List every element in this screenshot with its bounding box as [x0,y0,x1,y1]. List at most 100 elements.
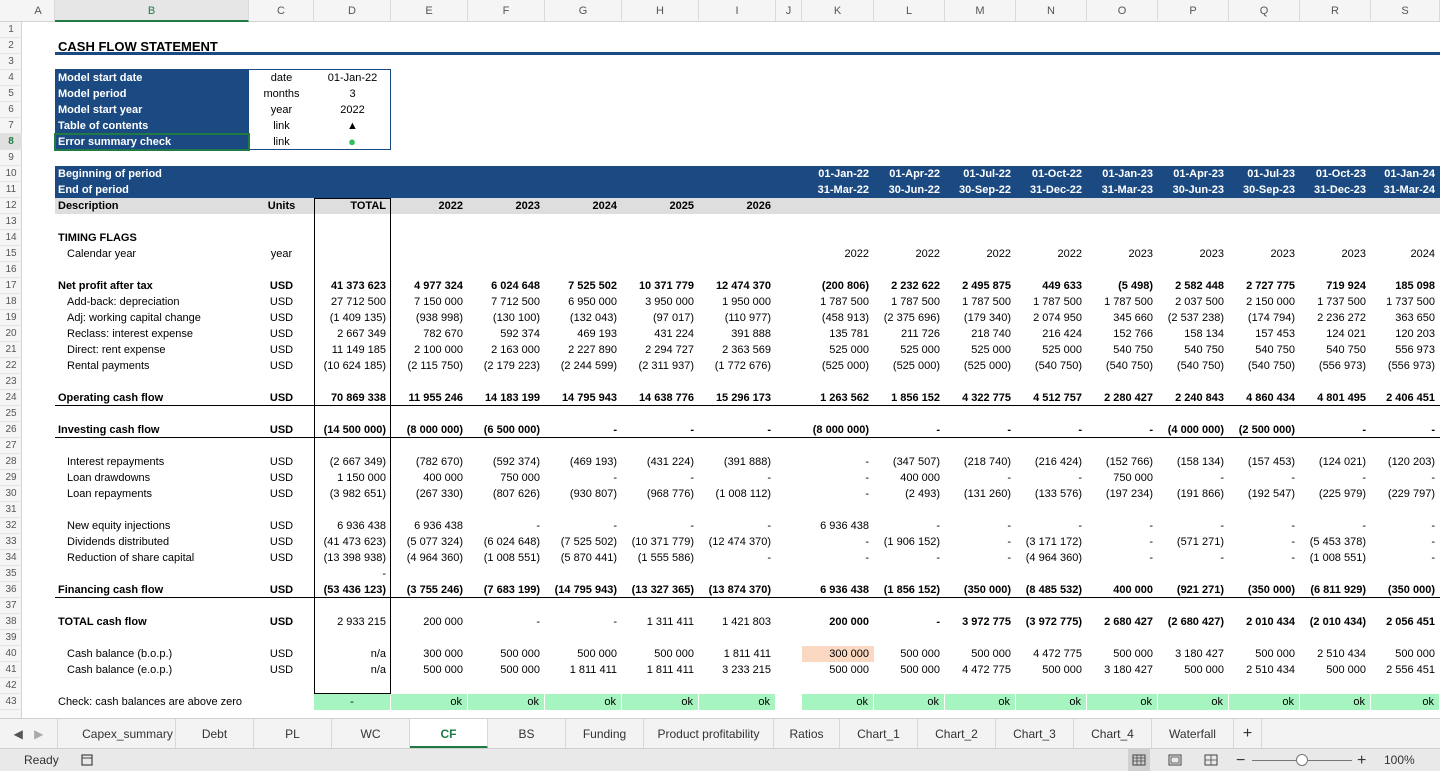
cell-g28[interactable]: (469 193) [569,456,617,468]
cell-p24[interactable]: 2 240 843 [1175,392,1224,404]
cell-q22[interactable]: (540 750) [1247,360,1295,372]
row-header-21[interactable]: 21 [0,342,22,358]
cell-p17[interactable]: 2 582 448 [1175,280,1224,292]
cell-q33[interactable]: - [1291,536,1295,548]
sheet-tab-chart-2[interactable]: Chart_2 [918,719,996,749]
row-header-36[interactable]: 36 [0,582,22,598]
cell-q24[interactable]: 4 860 434 [1246,392,1295,404]
cell-d5[interactable]: 3 [349,88,356,100]
cell-d12[interactable]: TOTAL [350,200,386,212]
cell-s10[interactable]: 01-Jan-24 [1384,168,1435,180]
cell-g17[interactable]: 7 525 502 [568,280,617,292]
cell-f26[interactable]: (6 500 000) [483,424,540,436]
column-header-l[interactable]: L [874,0,945,22]
column-header-r[interactable]: R [1300,0,1371,22]
cell-d4[interactable]: 01-Jan-22 [327,72,378,84]
row-header-13[interactable]: 13 [0,214,22,230]
cell-o36[interactable]: 400 000 [1113,584,1153,596]
cell-i38[interactable]: 1 421 803 [722,616,771,628]
cell-c8[interactable]: link [273,136,290,148]
cell-l41[interactable]: 500 000 [900,664,940,676]
cell-p28[interactable]: (158 134) [1176,456,1224,468]
cell-m26[interactable]: - [1007,424,1011,436]
cell-c6[interactable]: year [270,104,293,116]
cell-e40[interactable]: 300 000 [423,648,463,660]
cell-n18[interactable]: 1 787 500 [1033,296,1082,308]
cell-e18[interactable]: 7 150 000 [414,296,463,308]
cell-d29[interactable]: 1 150 000 [337,472,386,484]
row-header-26[interactable]: 26 [0,422,22,438]
cell-i12[interactable]: 2026 [746,200,771,212]
page-break-icon[interactable] [1200,749,1222,771]
cell-b21[interactable]: Direct: rent expense [67,344,166,356]
cell-s29[interactable]: - [1431,472,1435,484]
cell-b29[interactable]: Loan drawdowns [67,472,151,484]
cell-k36[interactable]: 6 936 438 [820,584,869,596]
zoom-slider[interactable] [1252,749,1352,771]
cell-q17[interactable]: 2 727 775 [1246,280,1295,292]
cell-b43[interactable]: Check: cash balances are above zero [58,696,243,708]
cell-r10[interactable]: 01-Oct-23 [1315,168,1366,180]
cell-i22[interactable]: (1 772 676) [714,360,771,372]
cell-q20[interactable]: 157 453 [1255,328,1295,340]
cell-r22[interactable]: (556 973) [1318,360,1366,372]
cell-c34[interactable]: USD [269,552,294,564]
cell-i26[interactable]: - [767,424,771,436]
cell-q41[interactable]: 2 510 434 [1246,664,1295,676]
cell-p15[interactable]: 2023 [1199,248,1224,260]
cell-f19[interactable]: (130 100) [492,312,540,324]
cell-f18[interactable]: 7 712 500 [491,296,540,308]
cell-f36[interactable]: (7 683 199) [483,584,540,596]
cell-p43[interactable]: ok [1158,694,1228,710]
cell-d35[interactable]: - [382,568,386,580]
cell-d36[interactable]: (53 436 123) [323,584,386,596]
row-header-24[interactable]: 24 [0,390,22,406]
cell-c5[interactable]: months [263,88,300,100]
cell-h32[interactable]: - [690,520,694,532]
zoom-out-button[interactable]: − [1236,752,1246,769]
cell-r29[interactable]: - [1362,472,1366,484]
cell-k19[interactable]: (458 913) [821,312,869,324]
cell-o24[interactable]: 2 280 427 [1104,392,1153,404]
cell-c18[interactable]: USD [269,296,294,308]
cell-c17[interactable]: USD [269,280,294,292]
cell-l26[interactable]: - [936,424,940,436]
cell-l40[interactable]: 500 000 [900,648,940,660]
cell-e17[interactable]: 4 977 324 [414,280,463,292]
cell-i21[interactable]: 2 363 569 [722,344,771,356]
cell-o30[interactable]: (197 234) [1105,488,1153,500]
cell-g43[interactable]: ok [545,694,621,710]
cell-p11[interactable]: 30-Jun-23 [1172,184,1224,196]
cell-f43[interactable]: ok [468,694,544,710]
cell-h38[interactable]: 1 311 411 [646,616,694,628]
cell-n29[interactable]: - [1078,472,1082,484]
column-header-m[interactable]: M [945,0,1016,22]
cell-d38[interactable]: 2 933 215 [337,616,386,628]
cell-h29[interactable]: - [690,472,694,484]
cell-f21[interactable]: 2 163 000 [491,344,540,356]
cell-b18[interactable]: Add-back: depreciation [67,296,180,308]
cell-k10[interactable]: 01-Jan-22 [818,168,869,180]
cell-e24[interactable]: 11 955 246 [408,392,463,404]
cell-r38[interactable]: (2 010 434) [1309,616,1366,628]
cell-n15[interactable]: 2022 [1057,248,1082,260]
cell-e29[interactable]: 400 000 [423,472,463,484]
cell-h20[interactable]: 431 224 [654,328,694,340]
row-header-30[interactable]: 30 [0,486,22,502]
cell-k38[interactable]: 200 000 [829,616,869,628]
cell-i33[interactable]: (12 474 370) [708,536,771,548]
cell-q10[interactable]: 01-Jul-23 [1247,168,1295,180]
cell-m15[interactable]: 2022 [986,248,1011,260]
cell-h34[interactable]: (1 555 586) [637,552,694,564]
sheet-tab-chart-3[interactable]: Chart_3 [996,719,1074,749]
row-header-35[interactable]: 35 [0,566,22,582]
cell-s34[interactable]: - [1431,552,1435,564]
cell-p36[interactable]: (921 271) [1176,584,1224,596]
row-header-5[interactable]: 5 [0,86,22,102]
cell-m43[interactable]: ok [945,694,1015,710]
cell-g21[interactable]: 2 227 890 [568,344,617,356]
cell-d30[interactable]: (3 982 651) [329,488,386,500]
cell-n24[interactable]: 4 512 757 [1033,392,1082,404]
cell-n30[interactable]: (133 576) [1034,488,1082,500]
row-header-33[interactable]: 33 [0,534,22,550]
